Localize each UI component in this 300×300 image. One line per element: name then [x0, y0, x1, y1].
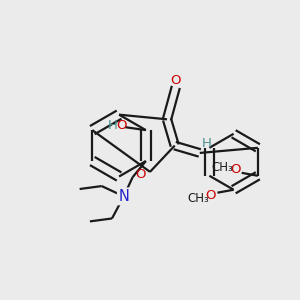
Text: CH₃: CH₃ — [188, 192, 209, 205]
Text: O: O — [116, 119, 127, 132]
Text: H: H — [201, 137, 211, 150]
Text: O: O — [206, 189, 216, 202]
Text: O: O — [135, 168, 146, 181]
Text: O: O — [230, 164, 240, 176]
Text: CH₃: CH₃ — [212, 161, 233, 174]
Text: H: H — [108, 119, 118, 132]
Text: N: N — [118, 189, 129, 204]
Text: O: O — [171, 74, 181, 87]
